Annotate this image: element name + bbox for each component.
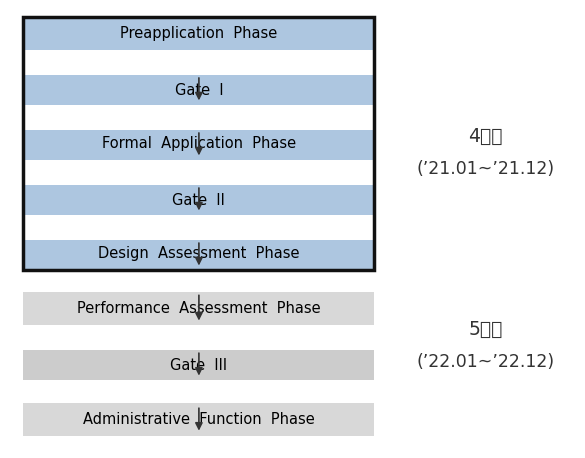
Bar xyxy=(23,215,374,240)
Text: Administrative  Function  Phase: Administrative Function Phase xyxy=(83,412,315,426)
Text: Performance  Assessment  Phase: Performance Assessment Phase xyxy=(77,301,321,316)
Bar xyxy=(23,105,374,130)
Text: Preapplication  Phase: Preapplication Phase xyxy=(121,26,277,41)
Bar xyxy=(23,293,374,326)
Text: 4단계: 4단계 xyxy=(469,127,503,146)
Text: Gate  II: Gate II xyxy=(173,193,225,208)
Text: (’22.01~’22.12): (’22.01~’22.12) xyxy=(417,353,555,371)
Bar xyxy=(23,127,374,160)
Text: Formal  Application  Phase: Formal Application Phase xyxy=(102,136,296,151)
Bar xyxy=(23,237,374,270)
Bar xyxy=(23,403,374,436)
Bar xyxy=(23,185,374,215)
Text: Gate  III: Gate III xyxy=(170,358,228,373)
Bar xyxy=(23,350,374,381)
Bar xyxy=(23,75,374,105)
Text: Gate  I: Gate I xyxy=(174,83,223,98)
Bar xyxy=(23,17,374,270)
Text: Design  Assessment  Phase: Design Assessment Phase xyxy=(98,246,300,262)
Text: (’21.01~’21.12): (’21.01~’21.12) xyxy=(417,160,555,178)
Bar xyxy=(23,50,374,75)
Bar xyxy=(23,17,374,50)
Text: 5단계: 5단계 xyxy=(469,320,503,339)
Bar xyxy=(23,160,374,185)
